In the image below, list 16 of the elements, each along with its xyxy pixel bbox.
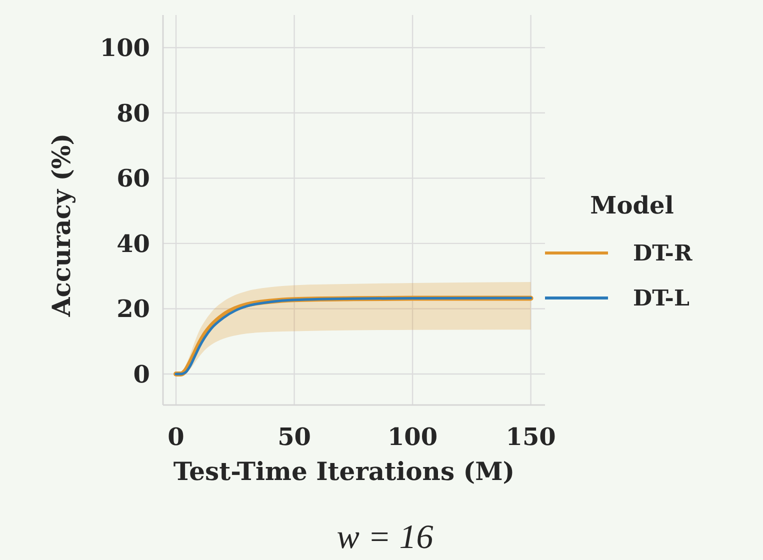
x-tick-label: 0 bbox=[168, 422, 184, 451]
y-tick-label: 20 bbox=[116, 294, 150, 324]
y-tick-label: 60 bbox=[116, 164, 150, 193]
x-tick-label: 100 bbox=[387, 422, 438, 451]
legend-title: Model bbox=[590, 190, 674, 220]
text: w = 16 bbox=[336, 519, 434, 556]
y-tick-label: 80 bbox=[116, 98, 150, 128]
y-tick-label: 0 bbox=[133, 359, 150, 388]
x-tick-label: 50 bbox=[278, 422, 311, 451]
x-axis-title: Test-Time Iterations (M) bbox=[173, 457, 515, 486]
legend-label: DT-L bbox=[633, 286, 690, 312]
y-axis-title: Accuracy (%) bbox=[47, 133, 76, 318]
y-tick-label: 40 bbox=[116, 228, 150, 258]
x-tick-label: 150 bbox=[506, 422, 556, 451]
y-tick-label: 100 bbox=[100, 33, 150, 62]
legend-label: DT-R bbox=[633, 240, 693, 267]
